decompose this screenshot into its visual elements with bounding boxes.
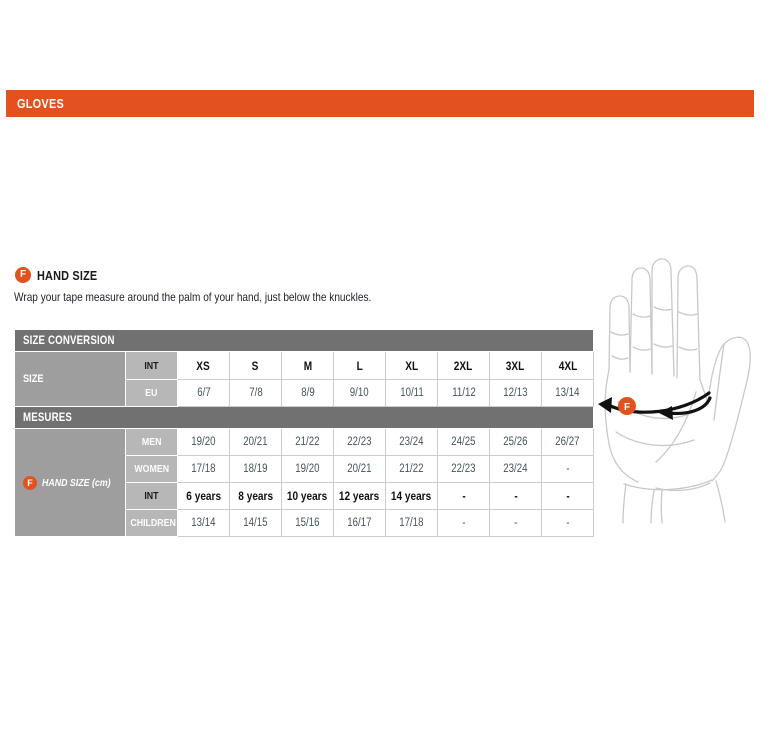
table-cell: -: [437, 509, 490, 537]
table-cell: 25/26: [489, 428, 542, 456]
table-cell: 23/24: [489, 455, 542, 483]
table-cell: 6 years: [177, 482, 230, 510]
table-cell: 21/22: [281, 428, 334, 456]
table-cell: 3XL: [489, 351, 542, 380]
table-cell: 11/12: [437, 379, 490, 407]
table-cell: 14/15: [229, 509, 282, 537]
row-label-int-years: INT: [125, 482, 178, 510]
hand-size-heading: F HAND SIZE: [15, 267, 109, 283]
table-cell: -: [489, 482, 542, 510]
table-cell: 2XL: [437, 351, 490, 380]
measure-children-row: CHILDREN 13/14 14/15 15/16 16/17 17/18 -…: [15, 509, 595, 537]
table-cell: XL: [385, 351, 438, 380]
table-cell: 15/16: [281, 509, 334, 537]
hand-size-description: Wrap your tape measure around the palm o…: [14, 290, 372, 304]
table-cell: 16/17: [333, 509, 386, 537]
size-eu-row: EU 6/7 7/8 8/9 9/10 10/11 11/12 12/13 13…: [15, 379, 595, 407]
table-cell: M: [281, 351, 334, 380]
row-label-women: WOMEN: [125, 455, 178, 483]
size-int-row: SIZE INT XS S M L XL 2XL 3XL 4XL: [14, 351, 595, 407]
table-cell: 18/19: [229, 455, 282, 483]
hand-size-group-label: F HAND SIZE (cm): [14, 428, 126, 537]
gloves-section-title: GLOVES: [17, 96, 65, 111]
table-cell: 9/10: [333, 379, 386, 407]
table-cell: 20/21: [333, 455, 386, 483]
measure-women-row: WOMEN 17/18 18/19 19/20 20/21 21/22 22/2…: [15, 455, 595, 483]
table-cell: 19/20: [281, 455, 334, 483]
table-cell: 20/21: [229, 428, 282, 456]
gloves-section-header[interactable]: GLOVES: [6, 90, 754, 117]
measure-arrow: [598, 391, 712, 420]
table-cell: 19/20: [177, 428, 230, 456]
table-cell: 22/23: [333, 428, 386, 456]
table-cell: 6/7: [177, 379, 230, 407]
row-label-children: CHILDREN: [125, 509, 178, 537]
mesures-header: MESURES: [13, 406, 595, 429]
table-cell: -: [540, 482, 595, 510]
table-cell: 10/11: [385, 379, 438, 407]
table-cell: -: [437, 482, 490, 510]
f-marker-icon: F: [23, 475, 37, 490]
table-cell: 10 years: [281, 482, 334, 510]
table-cell: 24/25: [437, 428, 490, 456]
table-cell: 26/27: [540, 428, 595, 456]
row-label-men: MEN: [125, 428, 178, 456]
size-conversion-header-row: SIZE CONVERSION: [13, 329, 595, 352]
svg-text:F: F: [624, 402, 630, 413]
table-cell: L: [333, 351, 386, 380]
table-cell: 8 years: [229, 482, 282, 510]
table-cell: -: [540, 455, 595, 483]
table-cell: 12/13: [489, 379, 542, 407]
size-conversion-table: SIZE CONVERSION SIZE INT XS S M L XL 2XL…: [13, 329, 595, 537]
row-label-int: INT: [125, 351, 178, 380]
table-cell: 23/24: [385, 428, 438, 456]
f-marker-icon: F: [15, 267, 31, 283]
hand-illustration: F: [596, 252, 768, 530]
size-group-label: SIZE: [14, 351, 126, 407]
table-cell: 17/18: [177, 455, 230, 483]
hand-size-title: HAND SIZE: [37, 267, 98, 283]
table-cell: 13/14: [177, 509, 230, 537]
measure-int-row: INT 6 years 8 years 10 years 12 years 14…: [15, 482, 595, 510]
table-cell: -: [489, 509, 542, 537]
measure-men-row: F HAND SIZE (cm) MEN 19/20 20/21 21/22 2…: [14, 428, 595, 537]
table-cell: 21/22: [385, 455, 438, 483]
hand-measure-diagram: F: [598, 258, 751, 524]
mesures-header-row: MESURES: [13, 406, 595, 429]
table-cell: 22/23: [437, 455, 490, 483]
size-conversion-header: SIZE CONVERSION: [13, 329, 595, 352]
table-cell: 14 years: [385, 482, 438, 510]
table-cell: XS: [177, 351, 230, 380]
table-cell: 4XL: [540, 351, 595, 380]
table-cell: 7/8: [229, 379, 282, 407]
row-label-eu: EU: [125, 379, 178, 407]
table-cell: 12 years: [333, 482, 386, 510]
table-cell: 13/14: [540, 379, 595, 407]
table-cell: S: [229, 351, 282, 380]
table-cell: 8/9: [281, 379, 334, 407]
hand-f-marker: F: [618, 397, 636, 415]
hand-outline: [604, 258, 751, 524]
table-cell: -: [540, 509, 595, 537]
table-cell: 17/18: [385, 509, 438, 537]
